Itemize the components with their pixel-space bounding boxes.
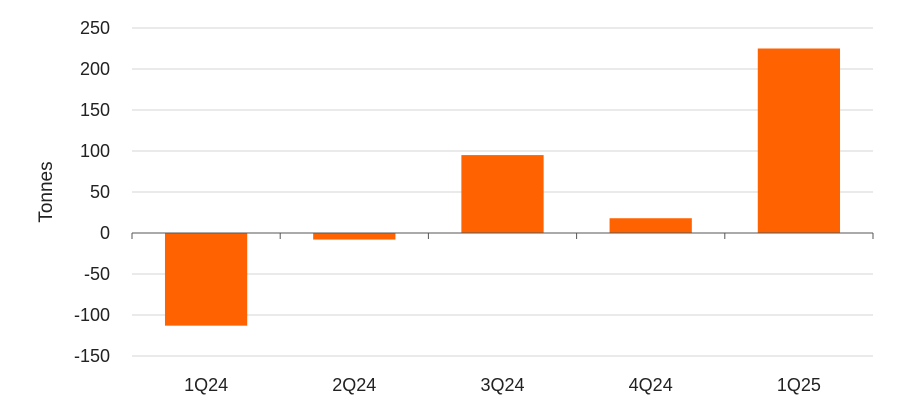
y-tick-label: 0 <box>100 223 110 243</box>
y-tick-label: -150 <box>74 346 110 366</box>
y-tick-label: 100 <box>80 141 110 161</box>
bar-3Q24 <box>461 155 544 233</box>
tick-labels: 250 200 150 100 50 0 -50 -100 -150 1Q24 2Q24 3Q24 4Q… <box>74 18 821 395</box>
x-tick-label: 1Q25 <box>777 375 821 395</box>
y-axis-title: Tonnes <box>36 161 57 222</box>
bar-1Q25 <box>757 48 841 233</box>
bars <box>164 48 841 326</box>
x-tick-label: 2Q24 <box>332 375 376 395</box>
y-tick-label: 150 <box>80 100 110 120</box>
y-tick-label: -50 <box>84 264 110 284</box>
y-tick-label: -100 <box>74 305 110 325</box>
x-tick-label: 3Q24 <box>480 375 524 395</box>
bar-4Q24 <box>609 218 692 233</box>
bar-1Q24 <box>164 233 248 326</box>
x-tick-label: 4Q24 <box>629 375 673 395</box>
bar-2Q24 <box>313 233 396 240</box>
axes <box>131 232 874 239</box>
y-tick-label: 250 <box>80 18 110 38</box>
x-tick-label: 1Q24 <box>184 375 228 395</box>
y-tick-label: 200 <box>80 59 110 79</box>
y-tick-label: 50 <box>90 182 110 202</box>
